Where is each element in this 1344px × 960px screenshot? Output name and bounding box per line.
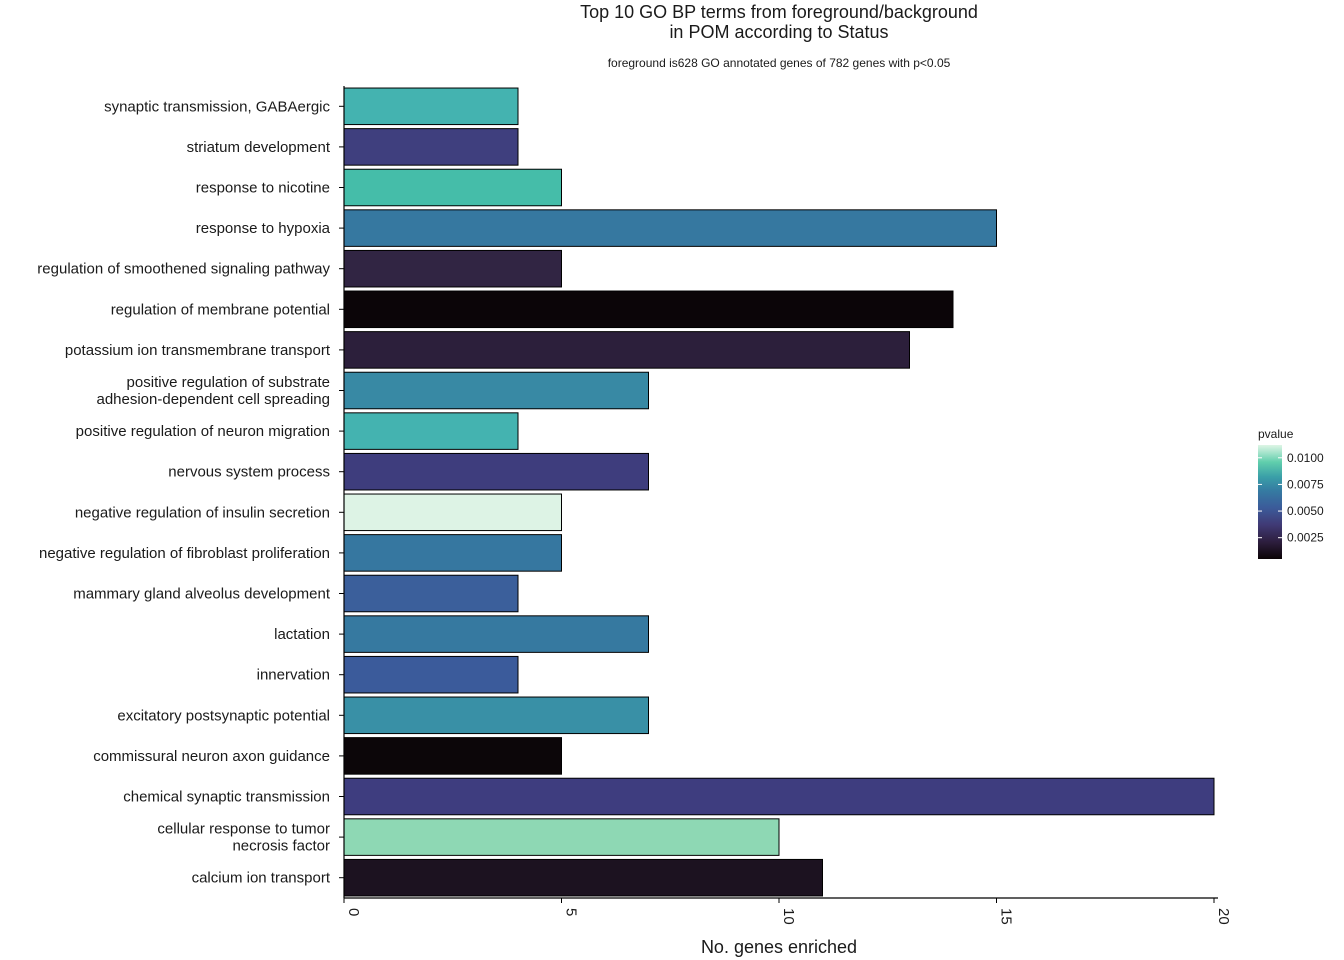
bar [343, 493, 562, 532]
legend-tick-label: 0.0025 [1287, 531, 1324, 545]
y-tick-label: response to nicotine [196, 180, 330, 197]
y-tick-label: striatum development [187, 139, 331, 156]
x-tick-label: 0 [345, 908, 362, 916]
y-tick-label: response to hypoxia [196, 220, 331, 237]
bar [343, 168, 562, 207]
bar [343, 412, 519, 450]
y-tick-label: synaptic transmission, GABAergic [104, 98, 330, 115]
y-tick-label: lactation [274, 626, 330, 643]
chart-title: Top 10 GO BP terms from foreground/backg… [580, 2, 978, 42]
y-axis-labels: synaptic transmission, GABAergic striatum… [37, 98, 344, 887]
bar [343, 818, 780, 856]
y-tick-label: positive regulation of substrate adhesion… [96, 374, 330, 408]
x-tick-label: 20 [1215, 908, 1232, 925]
x-axis-title: No. genes enriched [701, 937, 857, 957]
y-tick-label: excitatory postsynaptic potential [117, 707, 330, 724]
bar [343, 249, 562, 288]
legend-colorbar [1258, 445, 1282, 559]
y-tick-label: innervation [257, 667, 330, 684]
bar [343, 534, 562, 572]
x-tick-label: 10 [780, 908, 797, 925]
y-tick-label: regulation of smoothened signaling pathw… [37, 261, 330, 278]
bar [343, 371, 649, 410]
y-tick-label: commissural neuron axon guidance [93, 748, 330, 765]
bar [343, 290, 954, 329]
y-tick-label: regulation of membrane potential [111, 301, 330, 318]
y-tick-label: positive regulation of neuron migration [76, 423, 330, 440]
color-legend: pvalue 0.0100 0.0075 0.0050 0.0025 [1258, 427, 1324, 559]
legend-title: pvalue [1258, 427, 1294, 441]
legend-ticks: 0.0100 0.0075 0.0050 0.0025 [1258, 451, 1324, 545]
bar [343, 615, 649, 653]
bar [343, 574, 519, 613]
chart-subtitle: foreground is628 GO annotated genes of 7… [608, 56, 951, 70]
x-tick-label: 5 [563, 908, 580, 916]
y-tick-label: mammary gland alveolus development [73, 586, 331, 603]
y-tick-label: calcium ion transport [192, 870, 331, 887]
y-tick-label: potassium ion transmembrane transport [65, 342, 331, 359]
bar [343, 737, 562, 775]
bars [343, 87, 1215, 897]
y-tick-label: chemical synaptic transmission [123, 789, 330, 806]
y-tick-label: cellular response to tumor necrosis facto… [157, 821, 330, 855]
bar [343, 331, 910, 369]
legend-tick-label: 0.0100 [1287, 451, 1324, 465]
x-axis-ticks: 0 5 10 15 20 [343, 898, 1232, 925]
legend-tick-label: 0.0050 [1287, 504, 1324, 518]
bar [343, 87, 519, 126]
bar [343, 777, 1215, 816]
x-tick-label: 15 [998, 908, 1015, 925]
bar [343, 128, 519, 166]
legend-tick-label: 0.0075 [1287, 477, 1324, 491]
bar [343, 858, 823, 897]
y-tick-label: nervous system process [168, 464, 330, 481]
bar [343, 655, 519, 694]
bar [343, 209, 997, 247]
y-tick-label: negative regulation of insulin secretion [75, 504, 330, 521]
bar [343, 452, 649, 491]
bar [343, 696, 649, 735]
y-tick-label: negative regulation of fibroblast prolif… [39, 545, 330, 562]
